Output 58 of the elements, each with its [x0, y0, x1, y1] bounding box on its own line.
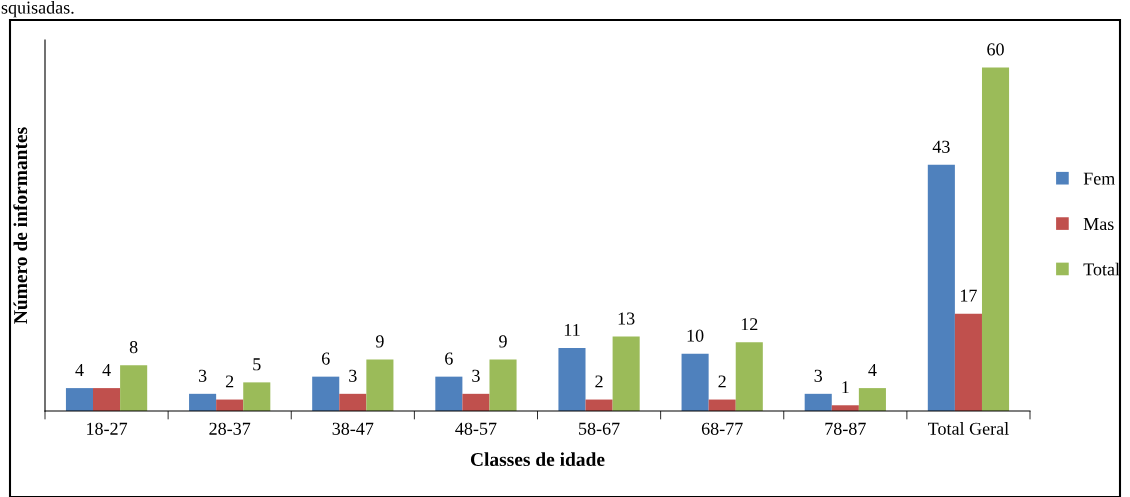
y-axis-title: Número de informantes — [13, 127, 28, 324]
data-label: 5 — [253, 358, 261, 371]
bar — [339, 393, 367, 411]
x-tick-label: 58-67 — [579, 422, 620, 435]
bar — [366, 359, 394, 411]
legend-label: Total — [1083, 262, 1120, 276]
data-label: 4 — [102, 364, 111, 376]
legend-label: Mas — [1083, 218, 1114, 231]
data-label: 8 — [129, 341, 138, 354]
legend-label: Fem — [1083, 172, 1115, 185]
bar — [435, 376, 463, 411]
data-label: 9 — [375, 335, 384, 348]
bar — [65, 388, 94, 411]
data-label: 6 — [321, 352, 330, 365]
data-label: 6 — [445, 352, 453, 365]
text: squisadas. — [1, 1, 74, 18]
x-tick-label: 18-27 — [87, 422, 128, 435]
data-label: 9 — [499, 335, 507, 348]
data-label: 13 — [618, 312, 635, 325]
bar — [120, 365, 148, 411]
x-tick-label: 68-77 — [701, 422, 743, 435]
bar — [954, 313, 982, 411]
bar — [312, 376, 340, 411]
data-label: 10 — [687, 329, 704, 342]
data-label: 4 — [75, 364, 84, 376]
bar — [804, 393, 832, 411]
data-label: 11 — [564, 323, 580, 336]
bar — [612, 336, 640, 411]
bar — [558, 348, 586, 411]
bar — [489, 359, 517, 411]
data-label: 2 — [225, 375, 234, 388]
data-label: 1 — [842, 381, 849, 394]
bar — [243, 382, 271, 411]
data-label: 12 — [741, 318, 758, 331]
data-label: 17 — [961, 289, 977, 302]
data-label: 3 — [349, 369, 357, 382]
bar — [735, 342, 763, 411]
bar — [462, 393, 490, 411]
x-tick-label: 38-47 — [332, 422, 374, 435]
data-label: 2 — [718, 375, 726, 388]
bar — [981, 67, 1010, 411]
bar — [681, 353, 709, 411]
x-tick-label: 28-37 — [209, 422, 251, 435]
x-axis-title: Classes de idade — [470, 452, 605, 467]
bar — [93, 388, 121, 411]
data-label: 3 — [472, 369, 480, 382]
data-label: 4 — [868, 364, 877, 376]
data-label: 3 — [198, 369, 207, 382]
bar — [927, 164, 955, 411]
x-tick-label: 48-57 — [455, 422, 497, 435]
data-label: 2 — [595, 375, 603, 388]
data-label: 3 — [814, 369, 823, 382]
bar — [189, 393, 217, 411]
x-tick-label: 78-87 — [825, 422, 866, 435]
x-tick-label: Total Geral — [928, 422, 1009, 435]
bar — [858, 388, 886, 411]
data-label: 43 — [932, 140, 950, 153]
data-label: 60 — [987, 43, 1004, 56]
